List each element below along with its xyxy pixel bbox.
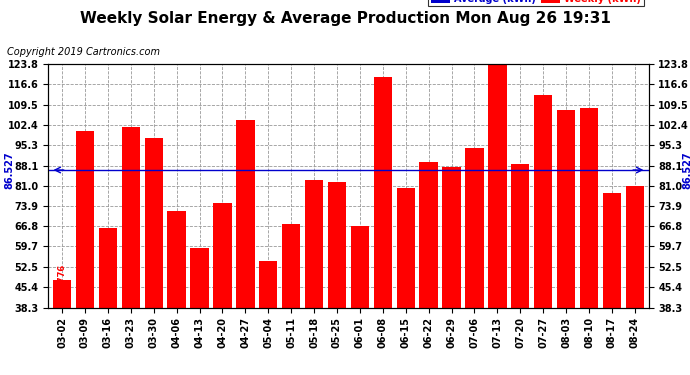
Bar <box>168 210 186 375</box>
Bar <box>626 186 644 375</box>
Bar <box>511 164 529 375</box>
Bar <box>534 95 553 375</box>
Text: Copyright 2019 Cartronics.com: Copyright 2019 Cartronics.com <box>7 47 160 57</box>
Text: 47.776: 47.776 <box>57 264 66 296</box>
Text: 103.908: 103.908 <box>241 258 250 296</box>
Bar <box>121 126 140 375</box>
Text: 86.527: 86.527 <box>682 151 690 189</box>
Text: 94.420: 94.420 <box>470 264 479 296</box>
Bar <box>580 108 598 375</box>
Bar <box>603 192 621 375</box>
Text: 83.000: 83.000 <box>310 264 319 296</box>
Text: 88.704: 88.704 <box>516 264 525 296</box>
Text: 74.912: 74.912 <box>218 264 227 296</box>
Text: 97.632: 97.632 <box>149 264 158 296</box>
Text: 100.272: 100.272 <box>81 258 90 296</box>
Text: 67.608: 67.608 <box>286 264 296 296</box>
Bar <box>144 138 163 375</box>
Bar <box>557 110 575 375</box>
Bar <box>305 180 323 375</box>
Bar <box>190 248 208 375</box>
Text: 112.812: 112.812 <box>539 258 548 296</box>
Text: 107.752: 107.752 <box>562 258 571 296</box>
Bar <box>420 162 438 375</box>
Text: 108.240: 108.240 <box>584 258 593 296</box>
Bar <box>259 261 277 375</box>
Bar <box>351 226 369 375</box>
Text: 54.668: 54.668 <box>264 264 273 296</box>
Text: 119.300: 119.300 <box>378 258 387 296</box>
Bar <box>76 131 94 375</box>
Bar <box>236 120 255 375</box>
Bar <box>374 76 392 375</box>
Bar <box>328 183 346 375</box>
Bar <box>489 64 506 375</box>
Text: 101.780: 101.780 <box>126 258 135 296</box>
Bar <box>53 280 71 375</box>
Text: 82.152: 82.152 <box>333 264 342 296</box>
Legend: Average (kWh), Weekly (kWh): Average (kWh), Weekly (kWh) <box>428 0 644 6</box>
Text: 72.324: 72.324 <box>172 264 181 296</box>
Text: 80.348: 80.348 <box>401 264 411 296</box>
Text: 89.204: 89.204 <box>424 264 433 296</box>
Text: 59.320: 59.320 <box>195 264 204 296</box>
Text: 80.856: 80.856 <box>631 264 640 296</box>
Text: 86.527: 86.527 <box>4 151 14 189</box>
Bar <box>213 203 232 375</box>
Bar <box>397 188 415 375</box>
Bar <box>282 224 300 375</box>
Text: 78.620: 78.620 <box>607 264 616 296</box>
Text: 66.804: 66.804 <box>355 264 364 296</box>
Bar <box>442 167 461 375</box>
Text: 66.308: 66.308 <box>104 264 112 296</box>
Text: 87.620: 87.620 <box>447 264 456 296</box>
Bar <box>99 228 117 375</box>
Bar <box>465 147 484 375</box>
Text: Weekly Solar Energy & Average Production Mon Aug 26 19:31: Weekly Solar Energy & Average Production… <box>79 11 611 26</box>
Text: 123.772: 123.772 <box>493 258 502 296</box>
